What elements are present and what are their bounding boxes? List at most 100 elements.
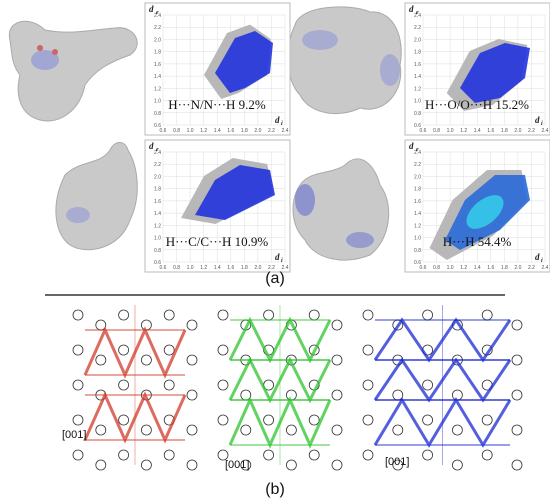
molecule-motif bbox=[451, 389, 463, 401]
y-axis-label: d bbox=[409, 141, 414, 151]
x-tick-label: 1.2 bbox=[460, 128, 467, 134]
y-tick-label: 1.2 bbox=[414, 86, 421, 92]
y-tick-label: 2.0 bbox=[154, 174, 161, 180]
molecule-motif bbox=[308, 449, 320, 461]
molecule-motif bbox=[331, 319, 343, 331]
y-tick-label: 0.6 bbox=[414, 260, 421, 266]
molecule-motif bbox=[72, 449, 84, 461]
molecule-motif bbox=[511, 354, 523, 366]
molecule-motif bbox=[451, 459, 463, 471]
y-tick-label: 1.6 bbox=[154, 199, 161, 205]
y-axis-sub: e bbox=[156, 10, 159, 16]
molecule-motif bbox=[186, 354, 198, 366]
x-tick-label: 0.8 bbox=[173, 265, 180, 271]
y-tick-label: 0.8 bbox=[154, 111, 161, 117]
y-tick-label: 1.0 bbox=[414, 99, 421, 105]
y-tick-label: 2.2 bbox=[414, 25, 421, 31]
molecule-motif bbox=[481, 309, 493, 321]
y-tick-label: 1.8 bbox=[154, 50, 161, 56]
y-tick-label: 0.6 bbox=[154, 123, 161, 129]
x-tick-label: 1.2 bbox=[200, 128, 207, 134]
molecule-motif bbox=[422, 309, 434, 321]
y-tick-label: 0.8 bbox=[414, 111, 421, 117]
x-tick-label: 2.4 bbox=[542, 265, 549, 271]
y-tick-label: 1.2 bbox=[154, 223, 161, 229]
molecule-motif bbox=[308, 344, 320, 356]
molecule-motif bbox=[392, 424, 404, 436]
x-tick-label: 2.2 bbox=[528, 265, 535, 271]
x-tick-label: 1.6 bbox=[227, 128, 234, 134]
x-tick-label: 1.4 bbox=[214, 265, 221, 271]
fingerprint-plot: 0.6 0.8 1.0 1.2 1.4 1.6 1.8 2.0 2.2 2.4 2.4 2.2 2.0 1… bbox=[144, 139, 291, 273]
y-tick-label: 2.4 bbox=[154, 13, 161, 19]
x-tick-label: 1.4 bbox=[214, 128, 221, 134]
molecule-motif bbox=[422, 379, 434, 391]
molecule-motif bbox=[422, 449, 434, 461]
molecule-motif bbox=[285, 459, 297, 471]
x-tick-label: 1.6 bbox=[487, 128, 494, 134]
molecule-motif bbox=[285, 424, 297, 436]
molecule-motif bbox=[263, 414, 275, 426]
molecule-motif bbox=[217, 379, 229, 391]
direction-label: [001] bbox=[62, 429, 86, 441]
direction-label: [001] bbox=[385, 456, 409, 468]
x-tick-label: 1.8 bbox=[241, 128, 248, 134]
molecule-motif bbox=[186, 389, 198, 401]
x-tick-label: 1.6 bbox=[487, 265, 494, 271]
molecule-motif bbox=[140, 319, 152, 331]
molecule-motif bbox=[140, 354, 152, 366]
y-tick-label: 1.4 bbox=[154, 74, 161, 80]
x-tick-label: 1.0 bbox=[187, 265, 194, 271]
x-tick-label: 1.2 bbox=[200, 265, 207, 271]
molecule-motif bbox=[163, 449, 175, 461]
molecule-motif bbox=[140, 459, 152, 471]
y-axis-sub: e bbox=[156, 147, 159, 153]
x-tick-label: 2.0 bbox=[514, 265, 521, 271]
molecule-motif bbox=[263, 309, 275, 321]
molecule-motif bbox=[263, 449, 275, 461]
molecule-motif bbox=[331, 459, 343, 471]
y-tick-label: 2.2 bbox=[154, 25, 161, 31]
molecule-motif bbox=[362, 344, 374, 356]
x-tick-label: 0.8 bbox=[433, 265, 440, 271]
molecule-motif bbox=[118, 449, 129, 461]
y-tick-label: 2.2 bbox=[414, 162, 421, 168]
molecule-motif bbox=[118, 414, 129, 426]
molecule-motif bbox=[72, 379, 84, 391]
molecule-motif bbox=[481, 414, 493, 426]
molecule-motif bbox=[217, 449, 229, 461]
x-axis-label: d bbox=[535, 115, 540, 125]
x-tick-label: 2.2 bbox=[268, 128, 275, 134]
molecule-motif bbox=[392, 459, 404, 471]
x-tick-label: 0.6 bbox=[160, 128, 167, 134]
y-tick-label: 1.4 bbox=[154, 211, 161, 217]
molecule-motif bbox=[511, 459, 523, 471]
molecule-motif bbox=[511, 424, 523, 436]
y-tick-label: 1.8 bbox=[414, 50, 421, 56]
x-tick-label: 1.8 bbox=[501, 128, 508, 134]
x-tick-label: 2.2 bbox=[268, 265, 275, 271]
y-tick-label: 0.6 bbox=[154, 260, 161, 266]
fingerprint-region bbox=[215, 31, 273, 93]
x-tick-label: 1.8 bbox=[241, 265, 248, 271]
molecule-motif bbox=[240, 459, 252, 471]
y-tick-label: 2.0 bbox=[414, 37, 421, 43]
x-tick-label: 0.8 bbox=[173, 128, 180, 134]
x-tick-label: 1.0 bbox=[447, 128, 454, 134]
panel-label: (a) bbox=[265, 270, 285, 287]
x-tick-label: 2.4 bbox=[282, 128, 289, 134]
x-tick-label: 1.6 bbox=[227, 265, 234, 271]
x-tick-label: 1.2 bbox=[460, 265, 467, 271]
x-axis-sub: i bbox=[281, 258, 283, 264]
x-tick-label: 2.4 bbox=[282, 265, 289, 271]
molecule-motif bbox=[72, 309, 84, 321]
y-tick-label: 1.0 bbox=[414, 236, 421, 242]
molecule-motif bbox=[451, 424, 463, 436]
molecule-motif bbox=[511, 319, 523, 331]
molecule-motif bbox=[186, 459, 198, 471]
fingerprint-region bbox=[195, 165, 275, 220]
x-tick-label: 0.6 bbox=[420, 128, 427, 134]
fingerprint-region bbox=[460, 43, 530, 103]
y-tick-label: 2.4 bbox=[414, 150, 421, 156]
